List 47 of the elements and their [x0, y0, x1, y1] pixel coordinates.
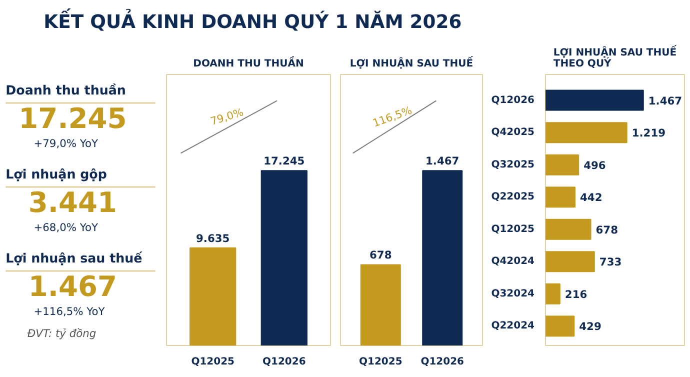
text: KẾT QUẢ KINH DOANH QUÝ 1 NĂM 2026 [44, 8, 462, 33]
text: +79,0% YoY [34, 137, 98, 150]
data-label: 1.219 [632, 126, 666, 140]
text: ĐVT: tỷ đồng [27, 327, 96, 340]
y-tick-label: Q22024 [491, 320, 535, 332]
data-label: 17.245 [264, 154, 305, 168]
text: 79,0% [208, 106, 246, 128]
bar [546, 186, 576, 208]
chart-title: LỢI NHUẬN SAU THUẾ THEO QUÝ [553, 44, 677, 70]
bar [546, 218, 592, 240]
y-tick-label: Q22025 [491, 192, 535, 203]
text: Lợi nhuận sau thuế [6, 250, 143, 266]
x-tick-label: Q12025 [191, 356, 235, 368]
bar [546, 283, 560, 304]
text: Lợi nhuận gộp [6, 166, 107, 182]
data-label: 9.635 [196, 232, 230, 245]
data-label: 678 [596, 223, 618, 236]
data-label: 442 [580, 191, 602, 204]
bar [546, 316, 575, 337]
text: Doanh thu thuần [6, 82, 126, 98]
chart-title: LỢI NHUẬN SAU THUẾ [350, 56, 474, 70]
bar [546, 90, 644, 111]
y-tick-label: Q32024 [491, 288, 535, 300]
x-tick-label: Q12025 [358, 356, 402, 368]
data-label: 496 [584, 158, 606, 172]
y-tick-label: Q12025 [491, 224, 535, 235]
x-tick-label: Q12026 [262, 356, 306, 368]
data-label: 678 [370, 248, 392, 262]
text: +116,5% YoY [34, 305, 106, 318]
data-label: 733 [599, 256, 622, 269]
y-tick-label: Q42025 [491, 127, 535, 138]
data-label: 1.467 [648, 94, 682, 108]
bar [546, 122, 628, 144]
data-label: 216 [564, 288, 588, 301]
y-tick-label: Q42024 [491, 256, 535, 268]
bar [546, 154, 580, 176]
x-tick-label: Q12026 [420, 356, 464, 368]
text: 17.245 [18, 102, 127, 136]
y-tick-label: Q12026 [491, 94, 535, 106]
data-label: 1.467 [426, 154, 460, 168]
text: 1.467 [28, 270, 117, 304]
data-label: 429 [579, 320, 602, 334]
chart-title: DOANH THU THUẦN [193, 56, 304, 70]
text: +68,0% YoY [34, 221, 98, 234]
text: 3.441 [28, 186, 117, 220]
y-tick-label: Q32025 [491, 159, 535, 170]
bar [546, 251, 595, 272]
